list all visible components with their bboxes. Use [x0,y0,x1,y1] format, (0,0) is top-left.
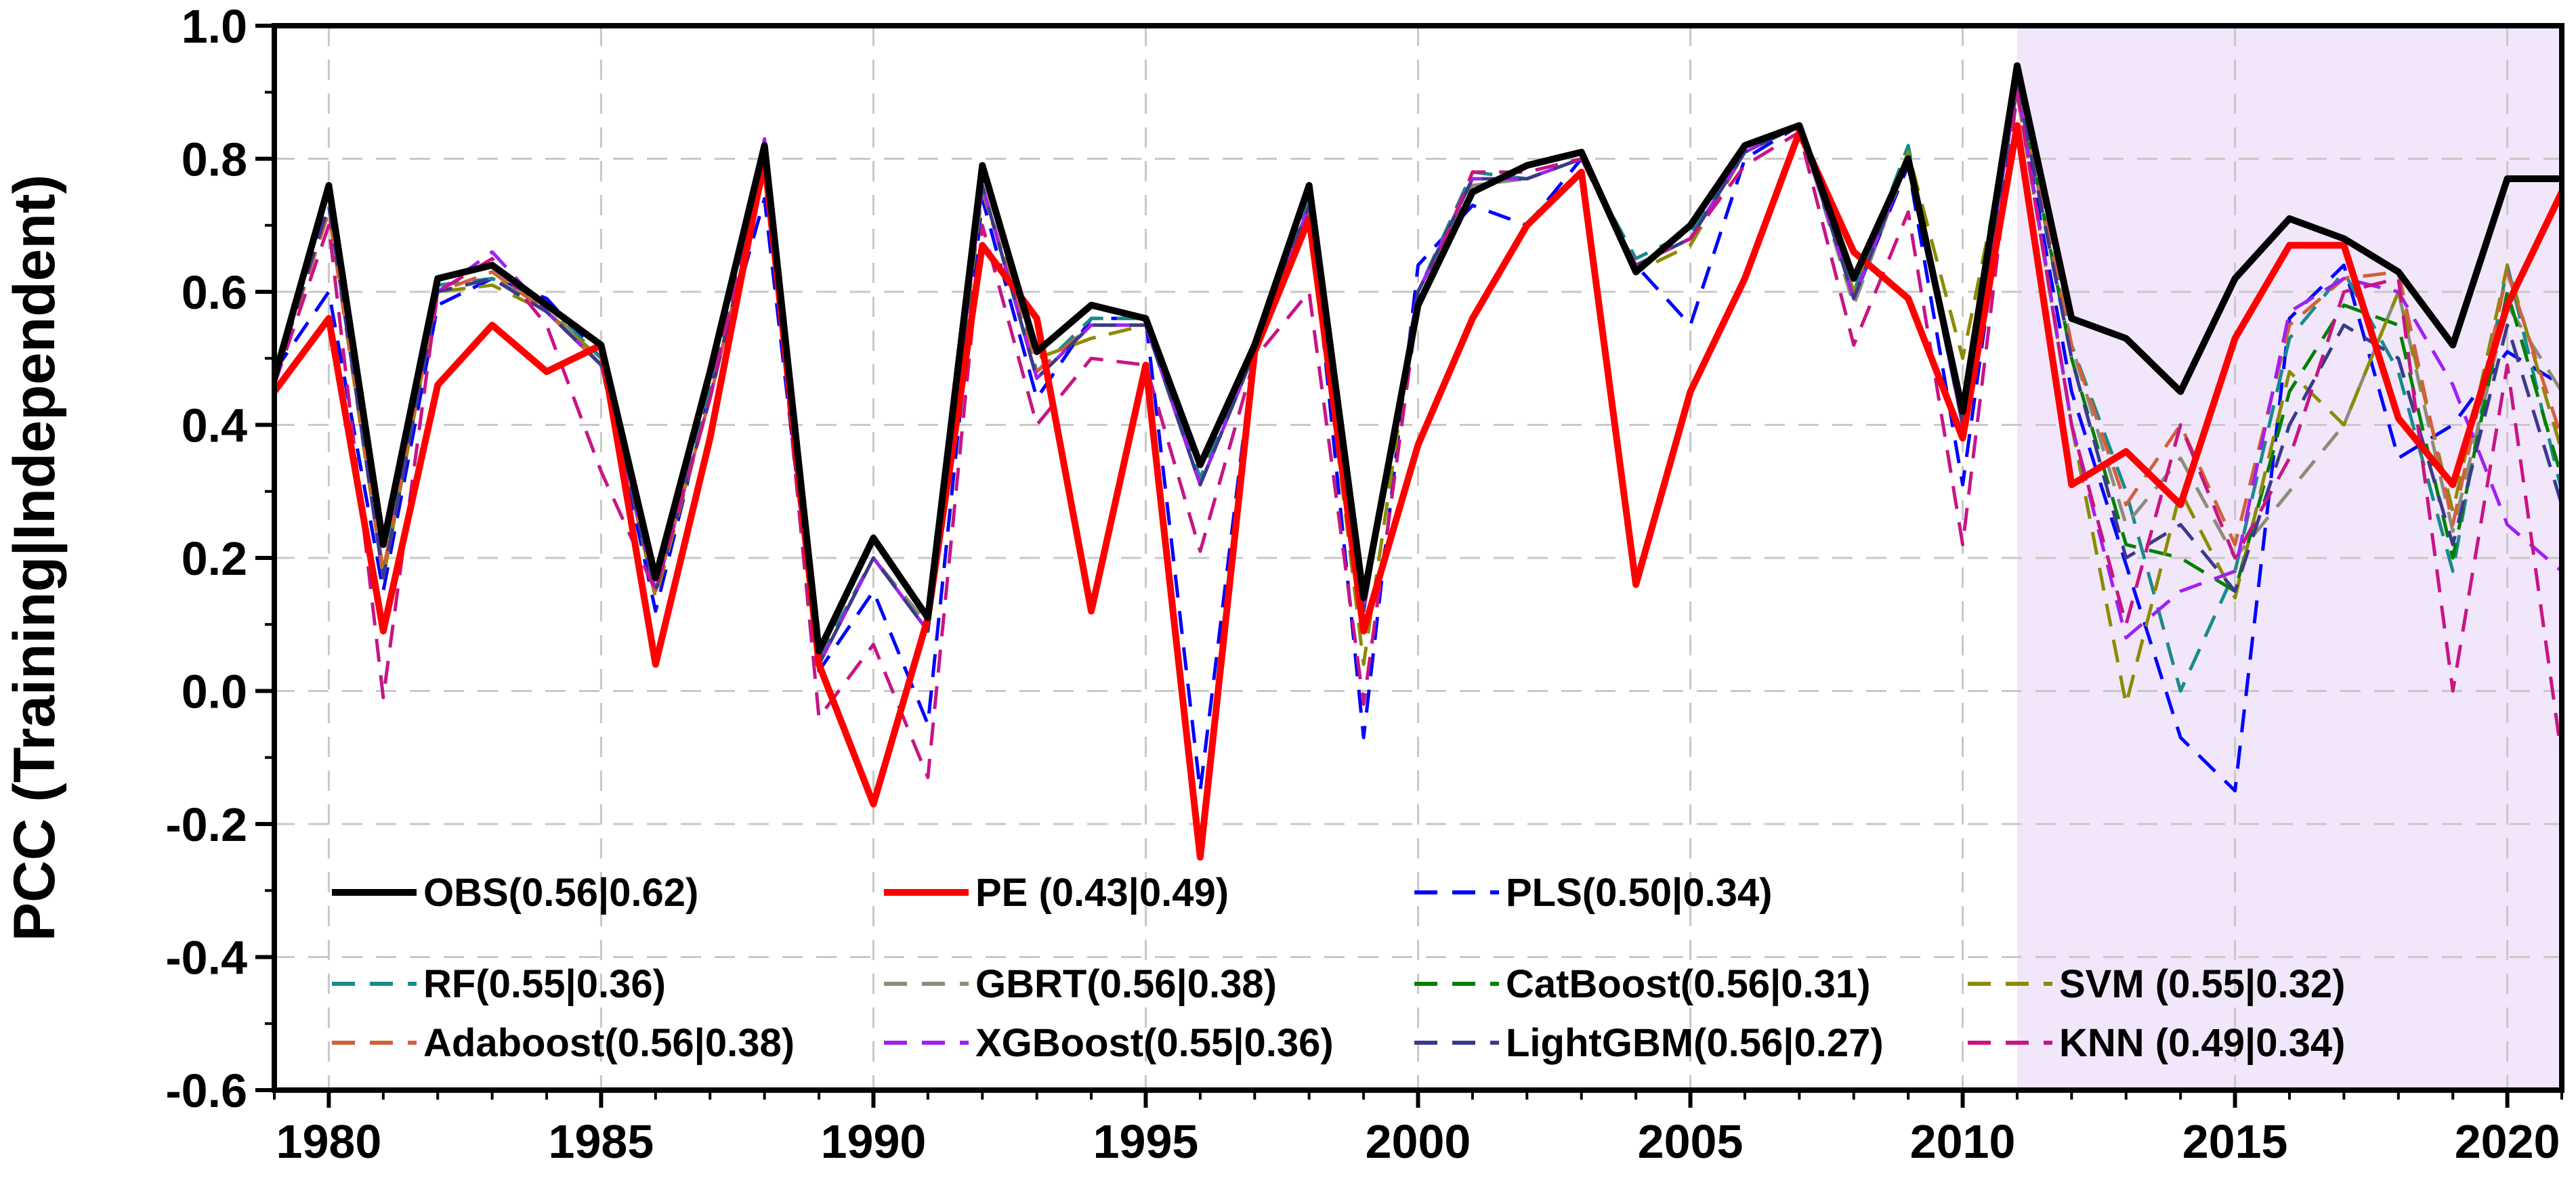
x-tick-label: 2010 [1910,1115,2016,1168]
legend-label: CatBoost(0.56|0.31) [1506,962,1870,1006]
legend: OBS(0.56|0.62) PE (0.43|0.49) PLS(0.50|0.3… [332,871,2345,1065]
series-lines [274,62,2562,861]
y-tick-label: -0.6 [165,1064,247,1117]
x-tick-label: 2005 [1638,1115,1744,1168]
x-tick-label: 2020 [2455,1115,2560,1168]
x-tick-label: 1985 [549,1115,654,1168]
series-line [274,122,2562,861]
legend-label: OBS(0.56|0.62) [423,871,698,915]
y-tick-label: 0.6 [182,266,247,319]
axis-ticks: 1980 1985 1990 1995 2000 2005 2010 2015 2020 -0.6… [165,0,2563,1168]
y-tick-label: -0.4 [165,932,247,984]
legend-label: PLS(0.50|0.34) [1506,871,1772,915]
legend-label: GBRT(0.56|0.38) [975,962,1277,1006]
legend-label: Adaboost(0.56|0.38) [423,1021,795,1065]
series-line [274,83,2562,666]
legend-label: LightGBM(0.56|0.27) [1506,1021,1884,1065]
y-axis-title: PCC (Training|Independent) [2,175,67,942]
x-tick-label: 2000 [1366,1115,1471,1168]
y-tick-label: 0.2 [182,532,247,585]
x-tick-label: 1995 [1093,1115,1199,1168]
y-tick-label: -0.2 [165,798,247,851]
legend-label: PE (0.43|0.49) [975,871,1229,915]
series-line [274,62,2562,655]
legend-label: XGBoost(0.55|0.36) [975,1021,1334,1065]
legend-label: KNN (0.49|0.34) [2059,1021,2345,1065]
y-tick-label: 0.8 [182,133,247,186]
x-tick-label: 2015 [2182,1115,2288,1168]
series-line [274,90,2562,793]
y-tick-label: 1.0 [182,0,247,53]
x-tick-label: 1990 [821,1115,927,1168]
series-line [274,83,2562,666]
x-tick-label: 1980 [276,1115,382,1168]
legend-label: RF(0.55|0.36) [423,962,666,1006]
y-tick-label: 0.0 [182,666,247,718]
legend-label: SVM (0.55|0.32) [2059,962,2345,1006]
y-tick-label: 0.4 [182,399,247,452]
